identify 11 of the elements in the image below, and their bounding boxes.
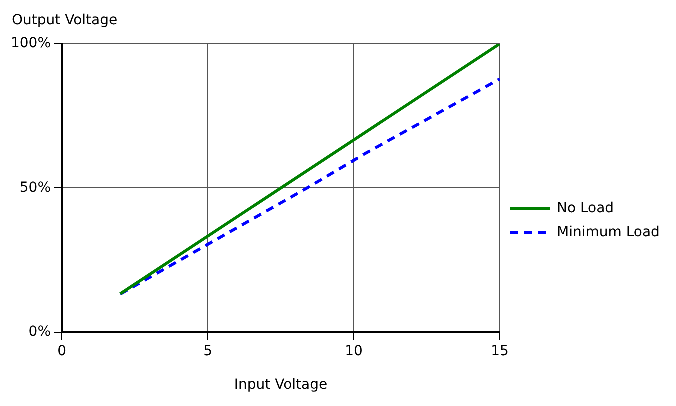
x-tick-label: 0 — [58, 343, 66, 360]
y-axis-title: Output Voltage — [12, 12, 118, 29]
x-axis-title: Input Voltage — [234, 377, 328, 394]
y-tick-label: 50% — [20, 180, 52, 196]
legend-label: No Load — [557, 200, 614, 217]
x-tick-label: 15 — [491, 343, 509, 360]
legend-label: Minimum Load — [557, 224, 660, 241]
x-tick-label: 5 — [204, 343, 212, 360]
y-tick-label: 100% — [10, 36, 52, 52]
x-tick-label: 10 — [345, 343, 363, 360]
y-tick-label: 0% — [28, 324, 52, 340]
